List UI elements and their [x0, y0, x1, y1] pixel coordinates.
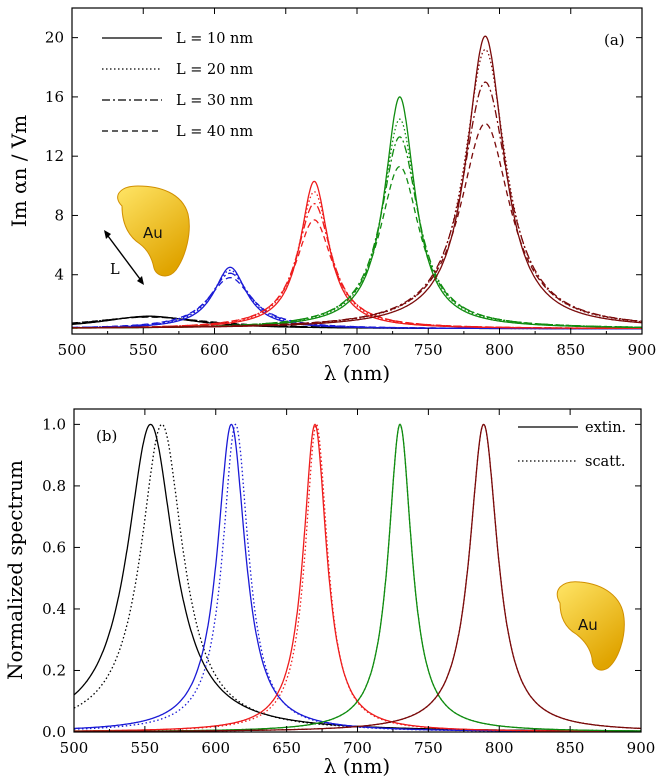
panel-b-legend: extin. scatt. [518, 420, 626, 470]
legend-a-label-3: L = 30 nm [176, 93, 253, 109]
series-darkred-scattering [74, 423, 641, 732]
gold-particle-shape-b [556, 581, 625, 671]
y-tick-label: 0.2 [42, 661, 66, 679]
series-darkred-L40 [72, 122, 642, 329]
legend-a-label-4: L = 40 nm [176, 124, 253, 140]
panel-a-frame [71, 7, 643, 335]
x-tick-label: 700 [343, 341, 372, 359]
panel-a-label: (a) [604, 31, 625, 49]
series-red-L40 [72, 219, 642, 329]
y-tick-label: 1.0 [42, 415, 66, 433]
y-tick-label: 16 [45, 88, 64, 106]
panel-b-frame [73, 408, 642, 733]
x-tick-label: 850 [556, 739, 585, 757]
particle-label-a: Au [143, 224, 163, 242]
series-blue-L40 [72, 277, 642, 330]
y-tick-label: 0.6 [42, 538, 66, 556]
panel-b-x-ticks: 500 550 600 650 700 750 800 850 900 [60, 409, 656, 757]
x-tick-label: 800 [485, 341, 514, 359]
y-tick-label: 4 [54, 266, 64, 284]
x-tick-label: 800 [485, 739, 514, 757]
panel-a-x-ticks: 500 550 600 650 700 750 800 850 900 [58, 8, 657, 359]
series-black-extinction [74, 423, 641, 732]
series-black-scattering [74, 423, 641, 732]
y-tick-label: 12 [45, 147, 64, 165]
y-tick-label: 0.4 [42, 600, 66, 618]
series-darkred-L10 [72, 35, 642, 329]
arrowhead-bottom [137, 276, 144, 285]
series-red-scattering [74, 423, 641, 732]
x-tick-label: 650 [272, 739, 301, 757]
series-blue-scattering [74, 423, 641, 732]
x-tick-label: 550 [131, 739, 160, 757]
series-green-extinction [74, 423, 641, 732]
particle-label-b: Au [578, 616, 598, 634]
panel-a-y-ticks: 4 8 12 16 20 [45, 29, 642, 284]
arrowhead-top [104, 230, 111, 239]
y-tick-label: 0.0 [42, 723, 66, 741]
series-red-L20 [72, 191, 642, 330]
y-tick-label: 0.8 [42, 477, 66, 495]
panel-a-x-axis-title: λ (nm) [324, 361, 390, 385]
x-tick-label: 850 [556, 341, 585, 359]
legend-a-label-2: L = 20 nm [176, 62, 253, 78]
x-tick-label: 900 [627, 739, 656, 757]
length-label: L [110, 262, 120, 278]
series-red-extinction [74, 423, 641, 732]
x-tick-label: 750 [414, 341, 443, 359]
series-darkred-L20 [72, 48, 642, 329]
panel-a-particle-inset: Au L [104, 185, 190, 285]
y-tick-label: 20 [45, 29, 64, 47]
panel-a-y-axis-title: Im αn / Vm [7, 115, 31, 228]
length-arrow [104, 231, 144, 284]
legend-b-label-1: extin. [585, 420, 626, 436]
panel-b-x-axis-title: λ (nm) [324, 754, 390, 778]
x-tick-label: 900 [628, 341, 657, 359]
series-red-L30 [72, 202, 642, 329]
panel-b-label: (b) [96, 427, 117, 445]
panel-b-y-ticks: 0.0 0.2 0.4 0.6 0.8 1.0 [42, 415, 641, 741]
gold-particle-shape-a [117, 185, 190, 277]
series-darkred-extinction [74, 423, 641, 732]
panel-a-curves [72, 35, 642, 330]
x-tick-label: 550 [129, 341, 158, 359]
x-tick-label: 700 [343, 739, 372, 757]
y-tick-label: 8 [54, 206, 64, 224]
series-green-scattering [74, 423, 641, 732]
series-black-L40 [72, 316, 642, 330]
panel-b-curves [74, 423, 641, 732]
series-blue-extinction [74, 423, 641, 732]
panel-a-legend: L = 10 nm L = 20 nm L = 30 nm L = 40 nm [102, 31, 253, 140]
x-tick-label: 650 [271, 341, 300, 359]
x-tick-label: 750 [414, 739, 443, 757]
panel-b-particle-inset: Au [556, 581, 625, 671]
panel-b: 500 550 600 650 700 750 800 850 900 0.0 0.2 0.4 0.6… [3, 408, 656, 778]
x-tick-label: 600 [200, 341, 229, 359]
panel-a: 500 550 600 650 700 750 800 850 900 4 8 12 16 20 λ (… [7, 7, 657, 385]
panel-b-y-axis-title: Normalized spectrum [3, 460, 27, 680]
legend-b-label-2: scatt. [585, 454, 625, 470]
x-tick-label: 500 [60, 739, 89, 757]
x-tick-label: 600 [201, 739, 230, 757]
legend-a-label-1: L = 10 nm [176, 31, 253, 47]
x-tick-label: 500 [58, 341, 87, 359]
